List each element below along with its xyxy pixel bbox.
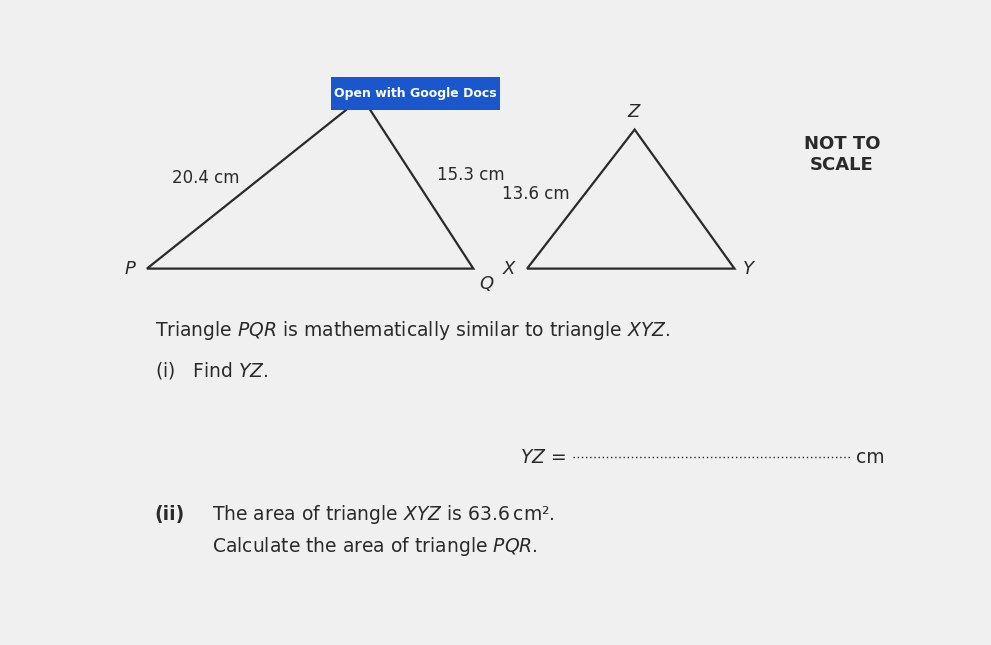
Text: $P$: $P$ — [124, 259, 137, 277]
Text: $Y$: $Y$ — [742, 259, 756, 277]
Text: 15.3 cm: 15.3 cm — [437, 166, 504, 184]
Text: $YZ$ =: $YZ$ = — [519, 448, 566, 467]
Text: Calculate the area of triangle $PQR$.: Calculate the area of triangle $PQR$. — [212, 535, 538, 558]
Text: Triangle $PQR$ is mathematically similar to triangle $XYZ$.: Triangle $PQR$ is mathematically similar… — [155, 319, 670, 342]
Text: (i)   Find $YZ$.: (i) Find $YZ$. — [155, 360, 269, 381]
Text: The area of triangle $XYZ$ is 63.6 cm².: The area of triangle $XYZ$ is 63.6 cm². — [212, 503, 555, 526]
Text: $Z$: $Z$ — [627, 103, 642, 121]
Text: 20.4 cm: 20.4 cm — [171, 169, 239, 187]
Text: Open with Google Docs: Open with Google Docs — [334, 87, 497, 100]
Text: NOT TO
SCALE: NOT TO SCALE — [804, 135, 880, 174]
FancyBboxPatch shape — [331, 77, 500, 110]
Text: $X$: $X$ — [502, 259, 518, 277]
Text: (ii): (ii) — [155, 505, 185, 524]
Text: $Q$: $Q$ — [480, 273, 495, 293]
Text: cm: cm — [856, 448, 884, 467]
Text: 13.6 cm: 13.6 cm — [501, 185, 569, 203]
